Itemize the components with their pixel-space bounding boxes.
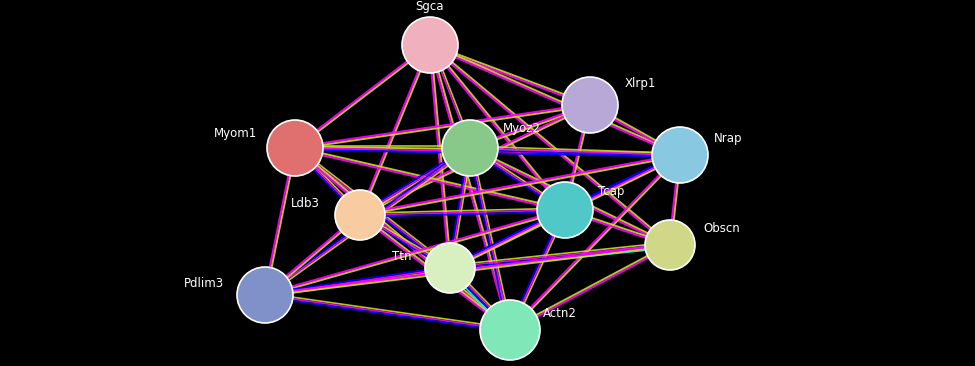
Circle shape xyxy=(480,300,540,360)
Text: Ttn: Ttn xyxy=(393,250,412,263)
Circle shape xyxy=(442,120,498,176)
Circle shape xyxy=(652,127,708,183)
Text: Pdlim3: Pdlim3 xyxy=(184,277,224,290)
Text: Obscn: Obscn xyxy=(703,222,740,235)
Circle shape xyxy=(537,182,593,238)
Circle shape xyxy=(402,17,458,73)
Text: Actn2: Actn2 xyxy=(543,307,577,320)
Circle shape xyxy=(267,120,323,176)
Text: Nrap: Nrap xyxy=(714,132,743,145)
Text: Xlrp1: Xlrp1 xyxy=(625,77,656,90)
Text: Tcap: Tcap xyxy=(598,185,624,198)
Circle shape xyxy=(562,77,618,133)
Circle shape xyxy=(645,220,695,270)
Circle shape xyxy=(335,190,385,240)
Text: Ldb3: Ldb3 xyxy=(292,197,320,210)
Circle shape xyxy=(425,243,475,293)
Text: Myom1: Myom1 xyxy=(214,127,257,140)
Text: Myoz2: Myoz2 xyxy=(503,122,541,135)
Circle shape xyxy=(237,267,293,323)
Text: Sgca: Sgca xyxy=(415,0,445,13)
